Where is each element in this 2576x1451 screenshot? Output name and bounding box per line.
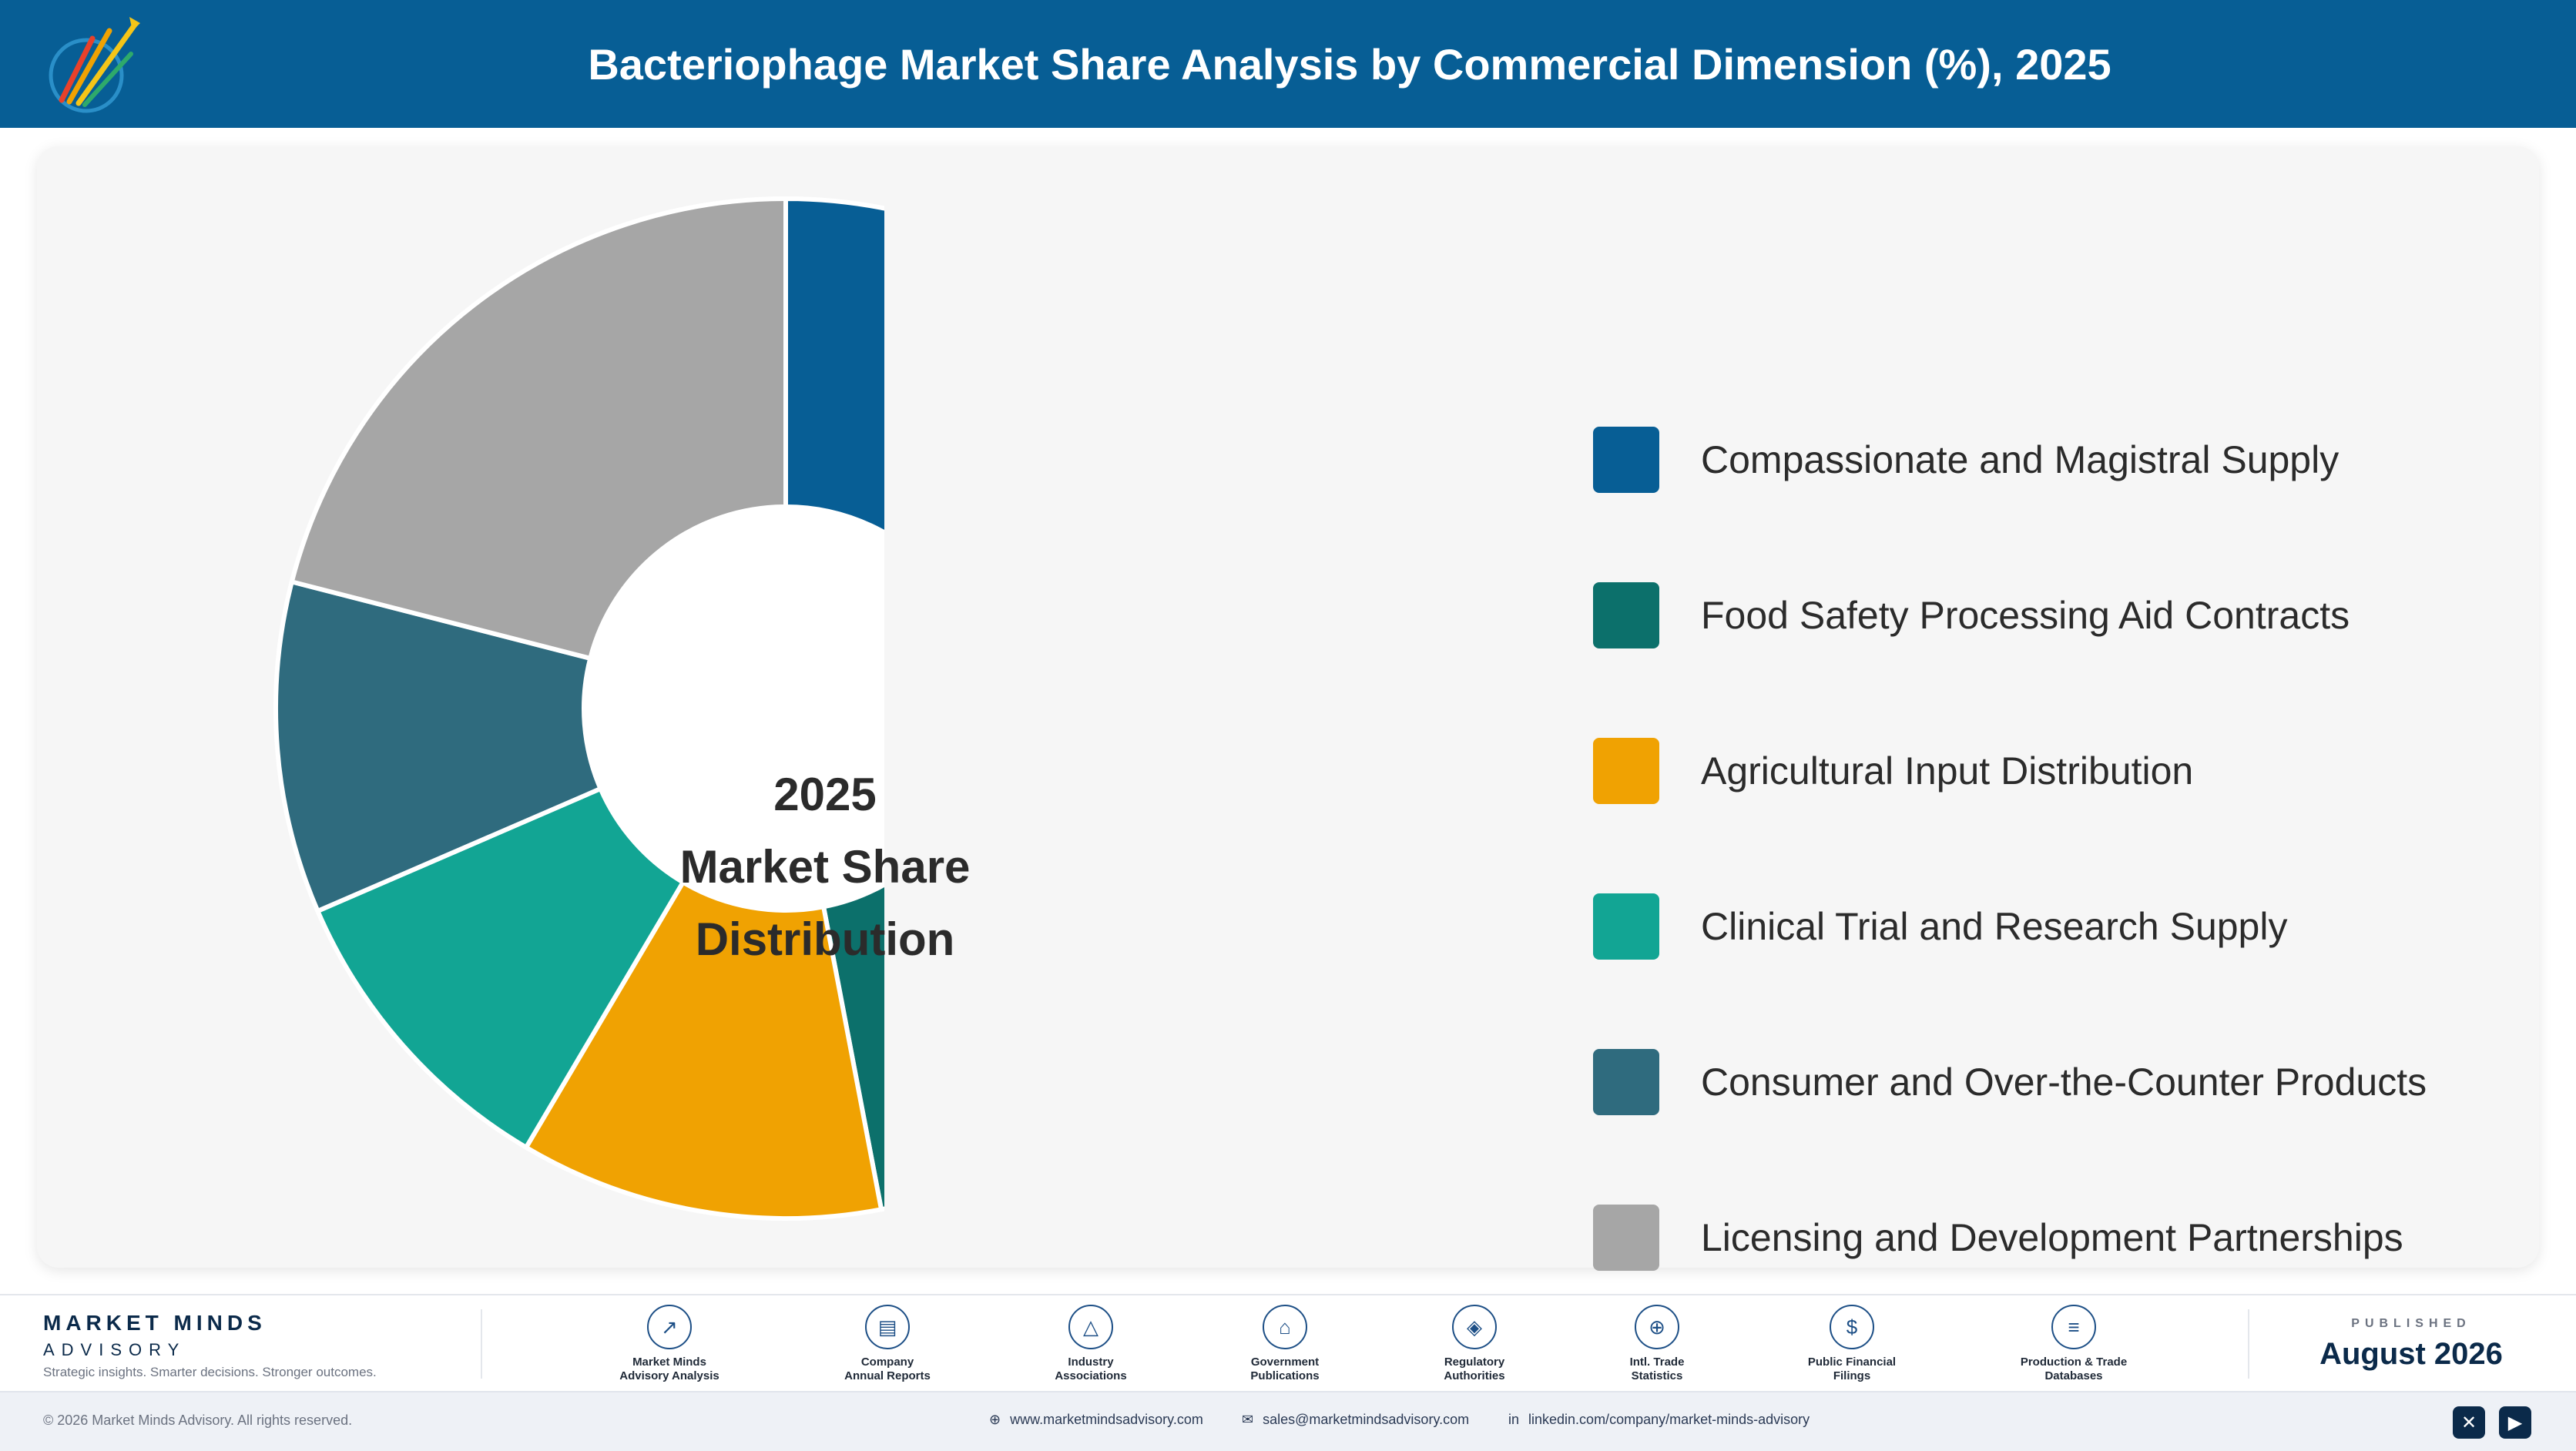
- email-link[interactable]: ✉ sales@marketmindsadvisory.com: [1242, 1412, 1469, 1428]
- source-item: $ Public Financial Filings: [1783, 1305, 1921, 1383]
- source-label-line-2: Databases: [2044, 1369, 2103, 1382]
- donut-chart: [273, 196, 884, 1221]
- legend-swatch: [1593, 1049, 1659, 1115]
- pie-slice-2: [820, 882, 884, 1212]
- source-label-line-1: Regulatory: [1444, 1355, 1505, 1369]
- source-label-line-2: Publications: [1250, 1369, 1320, 1382]
- brand-tagline: Strategic insights. Smarter decisions. S…: [43, 1365, 377, 1379]
- source-label-line-1: Government: [1250, 1355, 1320, 1369]
- legend-item: Food Safety Processing Aid Contracts: [1593, 581, 2350, 650]
- source-item: △ Industry Associations: [1021, 1305, 1160, 1383]
- source-label: Company Annual Reports: [818, 1355, 957, 1383]
- legend-swatch: [1593, 582, 1659, 648]
- center-label-line-2: Market Share: [679, 841, 971, 893]
- legend-swatch: [1593, 1205, 1659, 1271]
- source-item: ↗ Market Minds Advisory Analysis: [600, 1305, 739, 1383]
- center-label-line-1: 2025: [773, 769, 877, 820]
- source-label: Production & Trade Databases: [2004, 1355, 2143, 1383]
- footer-divider: [2248, 1309, 2249, 1379]
- footer-divider: [481, 1309, 482, 1379]
- legend-label: Compassionate and Magistral Supply: [1701, 438, 2340, 481]
- source-item: ≡ Production & Trade Databases: [2004, 1305, 2143, 1383]
- footer: MARKET MINDS ADVISORY Strategic insights…: [0, 1294, 2576, 1391]
- shield-icon: ◈: [1452, 1305, 1497, 1349]
- government-building-icon: ⌂: [1263, 1305, 1307, 1349]
- network-icon: △: [1068, 1305, 1113, 1349]
- linkedin-icon: in: [1508, 1412, 1520, 1427]
- source-label: Industry Associations: [1021, 1355, 1160, 1383]
- source-label-line-2: Annual Reports: [844, 1369, 931, 1382]
- source-label-line-1: Company: [860, 1355, 914, 1369]
- website-link[interactable]: ⊕ www.marketmindsadvisory.com: [989, 1412, 1203, 1428]
- bottom-bar: © 2026 Market Minds Advisory. All rights…: [0, 1391, 2576, 1451]
- pie-slice-1: [783, 196, 884, 535]
- legend-swatch: [1593, 893, 1659, 960]
- source-label: Intl. Trade Statistics: [1588, 1355, 1726, 1383]
- legend-item: Compassionate and Magistral Supply: [1593, 425, 2339, 494]
- page-title: Bacteriophage Market Share Analysis by C…: [588, 39, 2111, 89]
- dollar-icon: $: [1830, 1305, 1874, 1349]
- legend-swatch: [1593, 427, 1659, 493]
- source-item: ▤ Company Annual Reports: [818, 1305, 957, 1383]
- source-item: ⌂ Government Publications: [1216, 1305, 1354, 1383]
- legend-label: Licensing and Development Partnerships: [1701, 1216, 2403, 1259]
- globe-icon: ⊕: [1635, 1305, 1679, 1349]
- linkedin-link[interactable]: in linkedin.com/company/market-minds-adv…: [1508, 1412, 1810, 1428]
- source-label-line-1: Market Minds: [632, 1355, 706, 1369]
- header-bar: Bacteriophage Market Share Analysis by C…: [0, 0, 2576, 128]
- donut-center-label: 2025 Market Share Distribution: [621, 759, 1029, 976]
- document-icon: ▤: [865, 1305, 910, 1349]
- email-text: sales@marketmindsadvisory.com: [1263, 1412, 1470, 1427]
- source-label: Government Publications: [1216, 1355, 1354, 1383]
- mail-icon: ✉: [1242, 1412, 1254, 1427]
- source-label-line-2: Associations: [1055, 1369, 1127, 1382]
- copyright: © 2026 Market Minds Advisory. All rights…: [43, 1412, 353, 1428]
- brand-name: MARKET MINDS: [43, 1311, 267, 1335]
- center-label-line-3: Distribution: [695, 913, 955, 965]
- youtube-icon[interactable]: ▶: [2499, 1406, 2531, 1439]
- company-logo: [49, 17, 140, 113]
- source-label-line-1: Public Financial: [1807, 1355, 1897, 1369]
- legend-label: Clinical Trial and Research Supply: [1701, 905, 2288, 948]
- source-label-line-2: Filings: [1833, 1369, 1871, 1382]
- source-item: ⊕ Intl. Trade Statistics: [1588, 1305, 1726, 1383]
- source-label-line-2: Statistics: [1631, 1369, 1683, 1382]
- donut-hole: [584, 507, 884, 910]
- x-icon[interactable]: ✕: [2453, 1406, 2485, 1439]
- brand-subtitle: ADVISORY: [43, 1340, 186, 1359]
- published-label: PUBLISHED: [2351, 1317, 2471, 1330]
- legend-label: Consumer and Over-the-Counter Products: [1701, 1061, 2427, 1104]
- source-label-line-2: Advisory Analysis: [619, 1369, 719, 1382]
- legend-label: Food Safety Processing Aid Contracts: [1701, 594, 2350, 637]
- linkedin-text: linkedin.com/company/market-minds-adviso…: [1528, 1412, 1810, 1427]
- database-icon: ≡: [2051, 1305, 2096, 1349]
- globe-icon: ⊕: [989, 1412, 1001, 1427]
- legend-item: Clinical Trial and Research Supply: [1593, 892, 2287, 961]
- legend-item: Agricultural Input Distribution: [1593, 736, 2193, 806]
- source-label-line-2: Authorities: [1444, 1369, 1505, 1382]
- source-label-line-1: Industry: [1068, 1355, 1114, 1369]
- source-item: ◈ Regulatory Authorities: [1405, 1305, 1544, 1383]
- legend-item: Consumer and Over-the-Counter Products: [1593, 1047, 2427, 1117]
- source-label-line-1: Intl. Trade: [1629, 1355, 1685, 1369]
- source-label-line-1: Production & Trade: [2020, 1355, 2128, 1369]
- chart-card: 2025 Market Share Distribution Compassio…: [37, 146, 2539, 1271]
- chart-line-icon: ↗: [647, 1305, 692, 1349]
- source-label: Market Minds Advisory Analysis: [600, 1355, 739, 1383]
- published-date: August 2026: [2319, 1337, 2503, 1371]
- legend-swatch: [1593, 738, 1659, 804]
- source-label: Regulatory Authorities: [1405, 1355, 1544, 1383]
- legend-label: Agricultural Input Distribution: [1701, 749, 2194, 793]
- website-text: www.marketmindsadvisory.com: [1010, 1412, 1203, 1427]
- legend-item: Licensing and Development Partnerships: [1593, 1203, 2403, 1272]
- source-label: Public Financial Filings: [1783, 1355, 1921, 1383]
